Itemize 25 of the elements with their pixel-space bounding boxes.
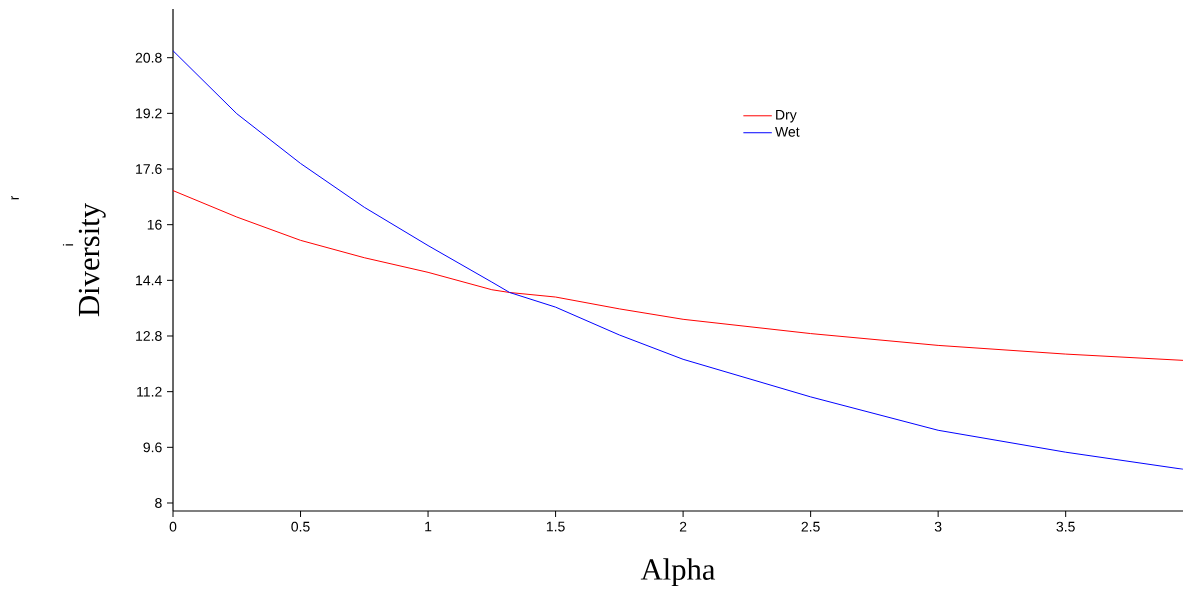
x-tick-label: 3: [934, 521, 942, 532]
x-tick-label: 3.5: [1056, 521, 1075, 532]
line-series: [173, 50, 1183, 470]
x-tick-label: 0: [169, 521, 177, 532]
y-tick-label: 11.2: [137, 386, 162, 397]
legend-label: Dry: [776, 109, 797, 123]
x-axis-title: Alpha: [640, 558, 716, 587]
y-tick-label: 12.8: [136, 331, 162, 341]
y-axis-title: Diversity: [78, 203, 106, 317]
y-tick-label: 17.6: [136, 164, 162, 174]
x-tick-label: 1.5: [546, 521, 565, 532]
y-tick-label: 8: [155, 498, 162, 508]
x-tick-label: 2.5: [801, 521, 820, 532]
legend-label: Wet: [775, 126, 800, 137]
text: i: [62, 244, 74, 246]
x-tick-label: 2: [679, 521, 687, 532]
y-tick-label: 19.2: [136, 108, 162, 119]
text: r: [11, 195, 19, 200]
x-tick-label: 0.5: [291, 521, 310, 532]
y-tick-label: 9.6: [143, 442, 162, 453]
y-tick-label: 16: [147, 219, 162, 230]
x-tick-label: 1: [425, 521, 432, 532]
y-tick-label: 14.4: [136, 275, 162, 286]
line-series: [173, 190, 1183, 361]
y-tick-label: 20.8: [135, 52, 162, 63]
